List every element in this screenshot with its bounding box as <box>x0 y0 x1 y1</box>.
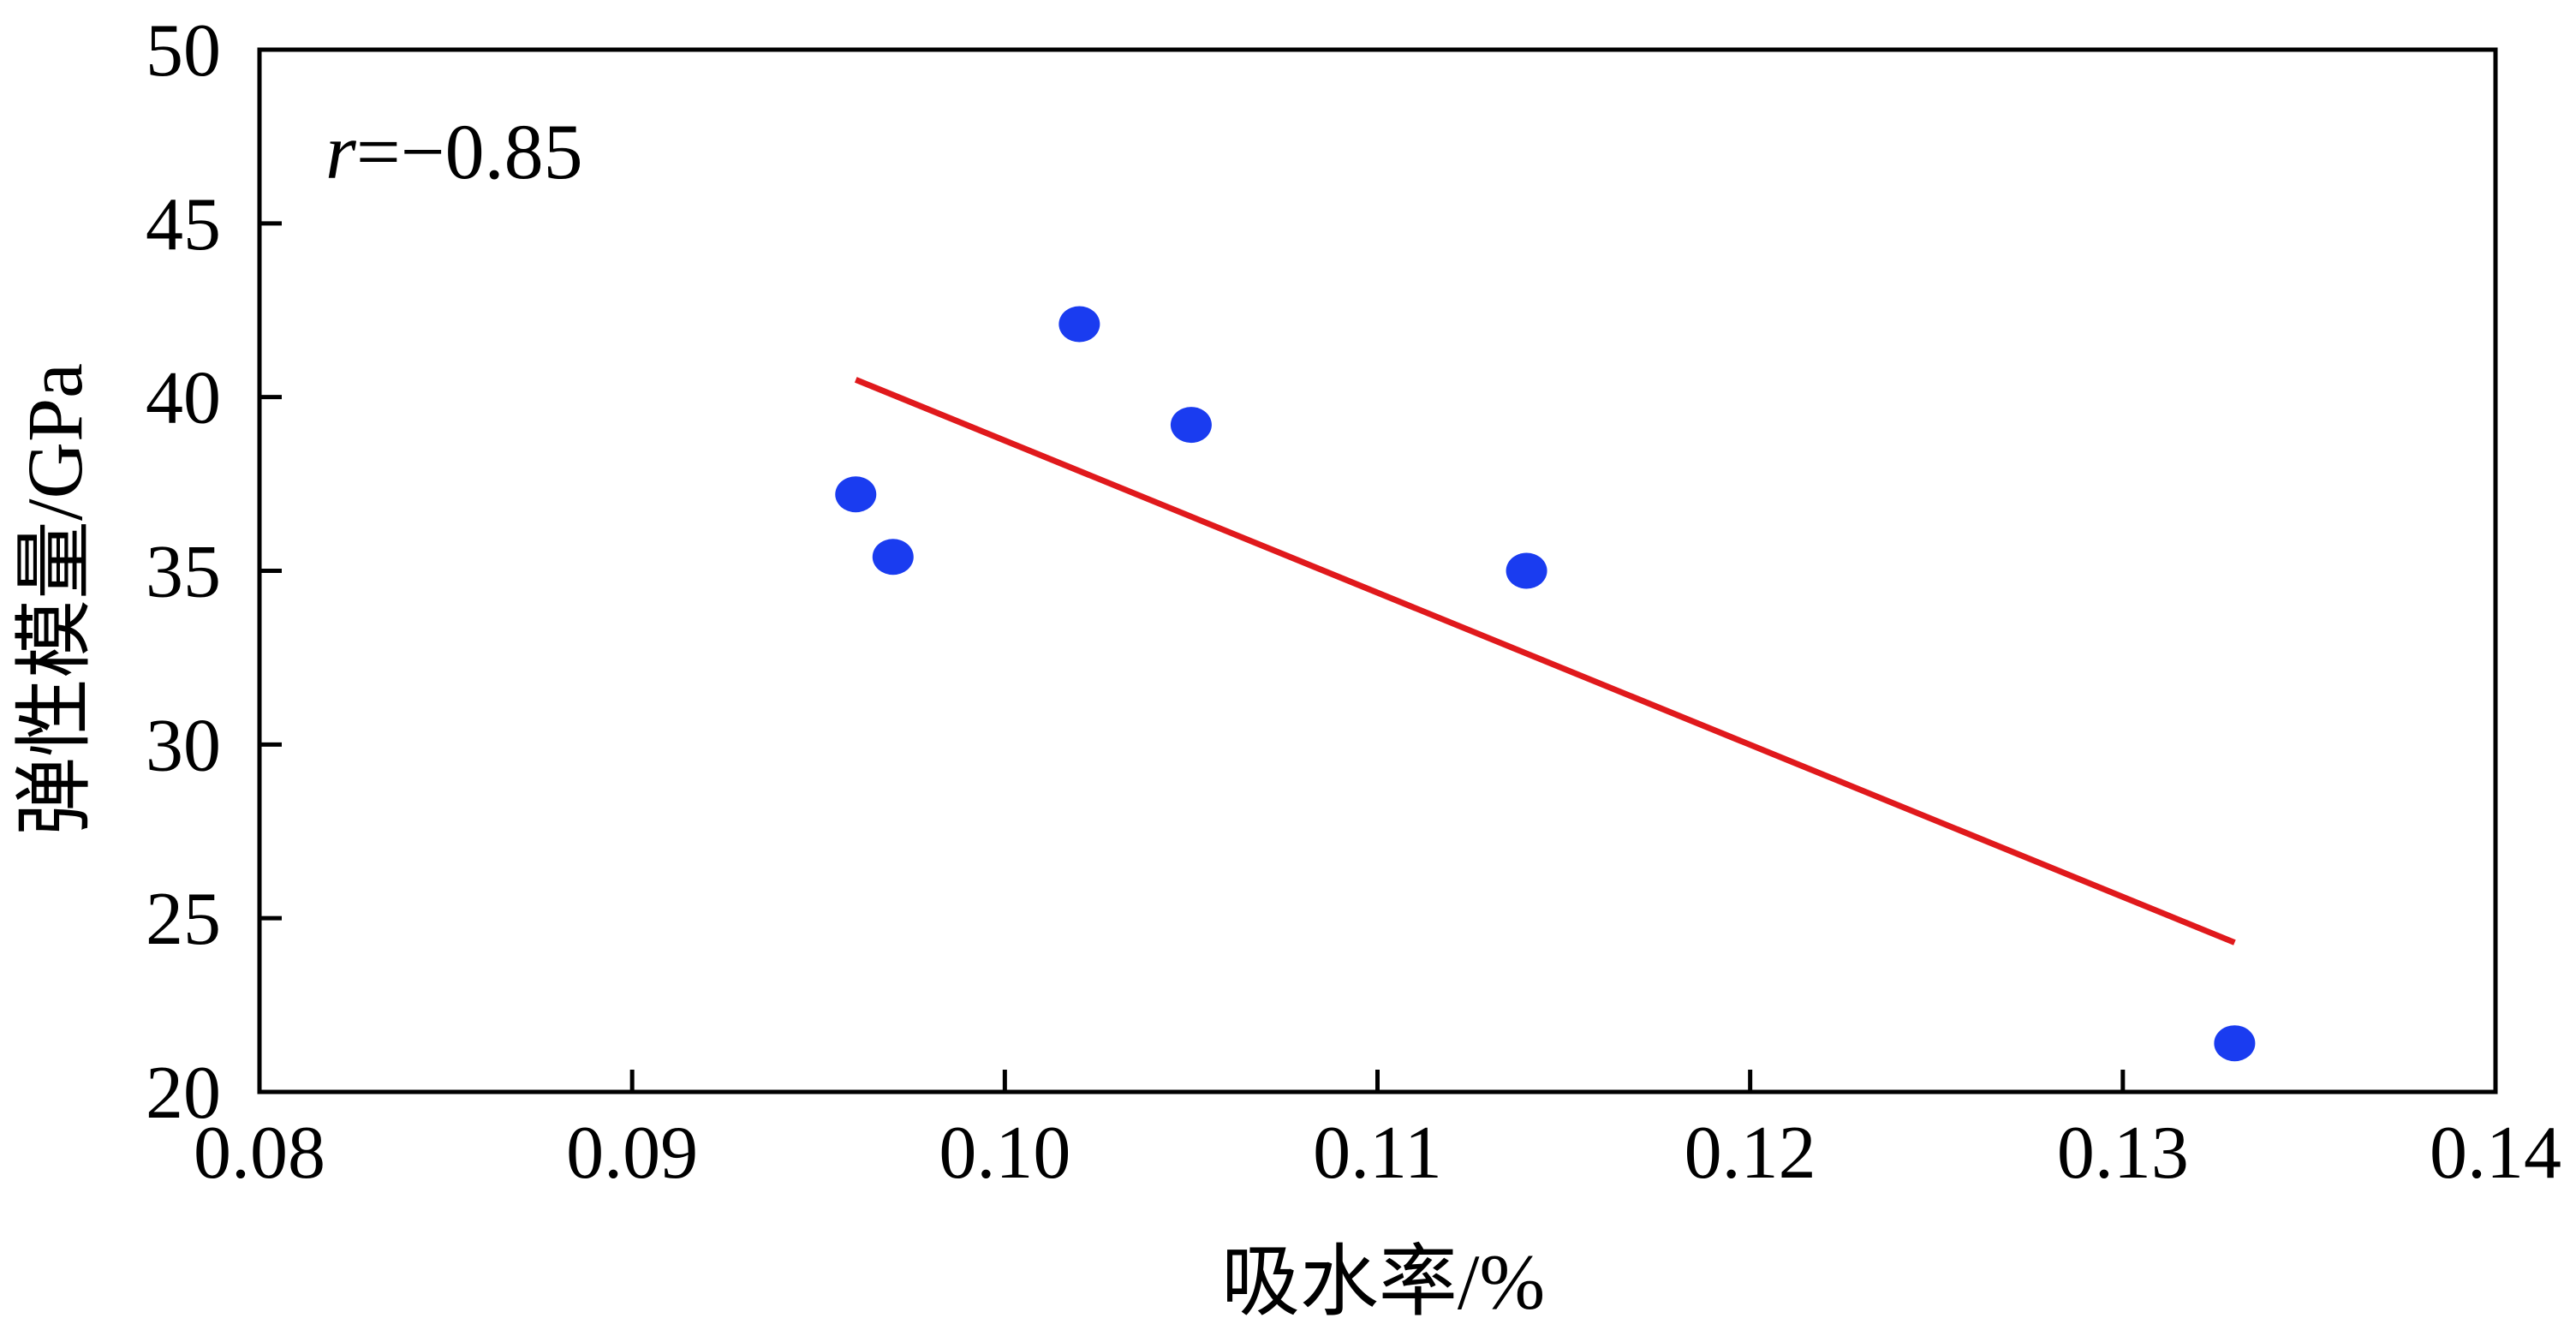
data-point <box>1506 552 1547 589</box>
data-point <box>1058 306 1100 343</box>
x-tick-label: 0.08 <box>194 1112 325 1195</box>
fit-line-group <box>854 377 2236 945</box>
y-tick-label: 25 <box>146 878 221 961</box>
ticks-group: 0.08 0.09 0.10 0.11 0.12 0.13 0.14 20 25 30 35 40 45… <box>146 9 2561 1195</box>
y-tick-label: 35 <box>146 531 221 614</box>
data-point <box>835 476 877 513</box>
y-axis-title: 弹性模量/GPa <box>11 363 98 836</box>
correlation-annotation: r=−0.85 <box>325 108 583 195</box>
y-tick-label: 50 <box>146 9 221 92</box>
x-axis-title: 吸水率/% <box>1221 1238 1545 1326</box>
data-point <box>1170 407 1212 444</box>
data-points-group <box>835 306 2256 1062</box>
x-tick-label: 0.12 <box>1685 1112 1816 1195</box>
plot-area-frame <box>257 47 2498 1094</box>
x-tick-label: 0.10 <box>939 1112 1070 1195</box>
x-tick-label: 0.09 <box>566 1112 698 1195</box>
data-point <box>2214 1025 2256 1062</box>
correlation-symbol: r <box>325 108 357 195</box>
trend-line <box>854 377 2236 945</box>
x-tick-label: 0.14 <box>2430 1112 2561 1195</box>
correlation-value: =−0.85 <box>356 108 583 195</box>
plot-frame-group <box>257 47 2498 1094</box>
y-tick-label: 20 <box>146 1052 221 1135</box>
y-tick-label: 30 <box>146 704 221 787</box>
x-tick-label: 0.13 <box>2057 1112 2189 1195</box>
y-tick-label: 40 <box>146 357 221 440</box>
data-point <box>872 539 914 576</box>
y-tick-label: 45 <box>146 183 221 266</box>
x-tick-label: 0.11 <box>1313 1112 1442 1195</box>
